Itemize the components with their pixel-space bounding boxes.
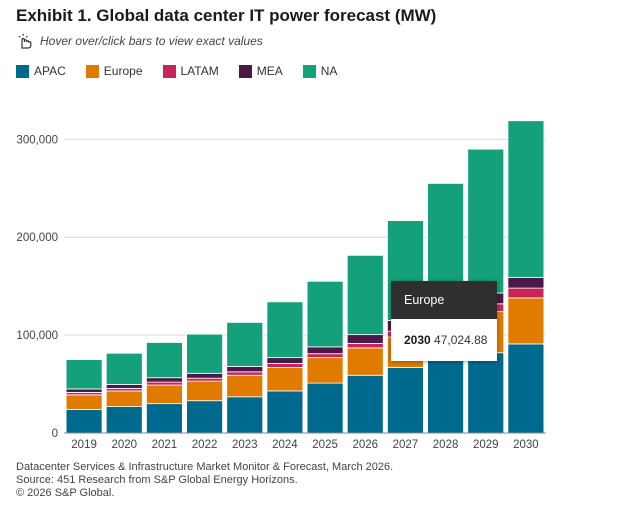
bar-segment-na-2019[interactable] (65, 359, 103, 390)
bar-segment-na-2025[interactable] (306, 280, 344, 348)
bar-segment-europe-2021[interactable] (146, 384, 183, 405)
bar-segment-apac-2027[interactable] (387, 367, 424, 434)
tooltip-series-name: Europe (391, 281, 497, 319)
legend-label-latam: LATAM (180, 64, 219, 78)
bar-segment-europe-2020[interactable] (105, 390, 143, 407)
bar-segment-apac-2029[interactable] (467, 352, 505, 434)
bar-segment-latam-2021[interactable] (146, 381, 183, 386)
footer-note: Datacenter Services & Infrastructure Mar… (16, 461, 394, 473)
x-tick-label: 2022 (192, 439, 218, 451)
bar-segment-mea-2030[interactable] (507, 276, 545, 289)
legend-item-na[interactable]: NA (302, 64, 338, 78)
bar-segment-mea-2024[interactable] (266, 357, 304, 364)
legend-swatch-europe (85, 64, 99, 78)
chart-legend: APAC Europe LATAM MEA NA (16, 64, 337, 78)
bar-segment-europe-2024[interactable] (266, 367, 304, 392)
bar-tooltip: Europe 2030 47,024.88 (391, 281, 497, 361)
tooltip-body: 2030 47,024.88 (391, 319, 497, 361)
chart-title: Exhibit 1. Global data center IT power f… (16, 6, 437, 25)
bar-segment-latam-2026[interactable] (346, 343, 384, 349)
bar-segment-latam-2025[interactable] (306, 353, 344, 359)
bar-segment-mea-2019[interactable] (65, 388, 103, 393)
bar-segment-mea-2022[interactable] (186, 372, 223, 379)
bar-segment-latam-2023[interactable] (226, 371, 264, 376)
legend-item-latam[interactable]: LATAM (162, 64, 219, 78)
bar-segment-apac-2028[interactable] (427, 360, 464, 434)
bar-segment-mea-2026[interactable] (346, 334, 384, 344)
hover-hint: Hover over/click bars to view exact valu… (16, 33, 263, 49)
pointer-hand-icon (16, 33, 34, 49)
bar-segment-apac-2024[interactable] (266, 390, 304, 434)
stacked-bar-chart: 0 100,000 200,000 300,000 2019 2020 2021 2022 20… (16, 120, 546, 451)
bar-segment-mea-2023[interactable] (226, 366, 264, 373)
legend-label-mea: MEA (256, 64, 283, 78)
x-tick-label: 2024 (272, 439, 298, 451)
bar-segment-apac-2026[interactable] (346, 374, 384, 434)
legend-swatch-apac (16, 64, 29, 78)
chart-footer: Datacenter Services & Infrastructure Mar… (16, 461, 393, 500)
footer-source: Source: 451 Research from S&P Global Ene… (16, 474, 298, 486)
tooltip-year: 2030 (404, 333, 431, 347)
bar-segment-europe-2030[interactable] (507, 297, 545, 345)
bar-segment-europe-2022[interactable] (186, 380, 223, 402)
bar-segment-na-2022[interactable] (186, 333, 223, 374)
footer-copyright: © 2026 S&P Global. (16, 487, 115, 499)
legend-label-europe: Europe (103, 64, 143, 78)
y-tick-label: 300,000 (16, 134, 58, 146)
bar-segment-apac-2030[interactable] (507, 343, 545, 434)
x-tick-label: 2021 (152, 439, 178, 451)
bar-segment-latam-2030[interactable] (507, 287, 545, 299)
x-tick-label: 2019 (71, 439, 97, 451)
bar-segment-na-2026[interactable] (346, 254, 384, 336)
bar-segment-mea-2020[interactable] (105, 384, 143, 389)
tooltip-value: 47,024.88 (434, 333, 488, 347)
y-tick-label: 200,000 (16, 232, 58, 244)
bar-segment-apac-2023[interactable] (226, 396, 264, 434)
bar-segment-na-2020[interactable] (105, 352, 143, 385)
x-tick-label: 2030 (513, 439, 539, 451)
bar-segment-apac-2019[interactable] (65, 409, 103, 434)
legend-label-na: NA (320, 64, 338, 78)
legend-swatch-mea (238, 64, 252, 78)
bar-segment-europe-2019[interactable] (65, 394, 103, 410)
bar-segment-na-2021[interactable] (146, 342, 183, 379)
bar-segment-mea-2025[interactable] (306, 346, 344, 355)
x-tick-label: 2028 (433, 439, 459, 451)
legend-item-europe[interactable]: Europe (85, 64, 143, 78)
bar-segment-na-2030[interactable] (507, 120, 545, 278)
bar-segment-latam-2022[interactable] (186, 377, 223, 382)
bar-segment-apac-2025[interactable] (306, 382, 344, 434)
x-tick-label: 2025 (312, 439, 338, 451)
y-tick-label: 0 (52, 428, 58, 440)
y-tick-label: 100,000 (16, 330, 58, 342)
legend-swatch-na (302, 64, 316, 78)
bar-segment-europe-2023[interactable] (226, 374, 264, 398)
bar-segment-apac-2022[interactable] (186, 400, 223, 434)
bar-segment-mea-2021[interactable] (146, 377, 183, 383)
legend-item-apac[interactable]: APAC (16, 64, 66, 78)
x-tick-label: 2029 (473, 439, 499, 451)
bar-segment-na-2023[interactable] (226, 321, 264, 367)
x-tick-label: 2026 (352, 439, 378, 451)
bar-segment-na-2024[interactable] (266, 301, 304, 359)
bar-segment-europe-2026[interactable] (346, 347, 384, 376)
x-tick-label: 2020 (111, 439, 137, 451)
bar-segment-apac-2020[interactable] (105, 406, 143, 434)
legend-swatch-latam (162, 64, 176, 78)
legend-label-apac: APAC (34, 64, 66, 78)
bar-segment-apac-2021[interactable] (146, 403, 183, 434)
bar-segment-europe-2025[interactable] (306, 357, 344, 384)
x-tick-label: 2023 (232, 439, 258, 451)
legend-item-mea[interactable]: MEA (238, 64, 283, 78)
x-tick-label: 2027 (393, 439, 419, 451)
bar-segment-latam-2024[interactable] (266, 363, 304, 368)
hint-text: Hover over/click bars to view exact valu… (40, 34, 263, 48)
bar-segment-na-2029[interactable] (467, 148, 505, 294)
